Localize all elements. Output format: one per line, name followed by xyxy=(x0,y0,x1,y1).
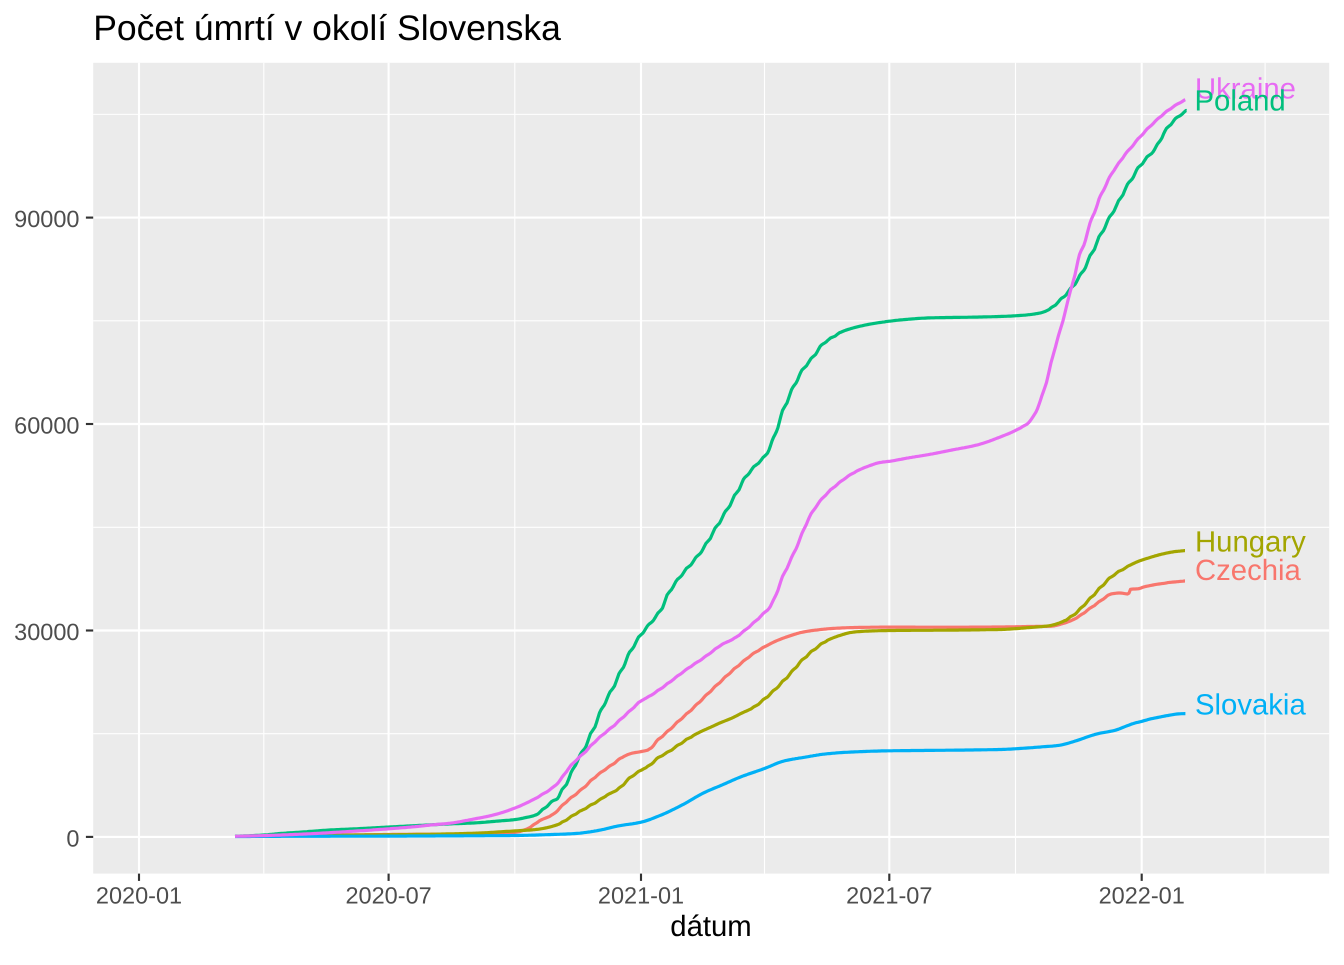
svg-text:30000: 30000 xyxy=(14,619,79,645)
svg-text:2021-07: 2021-07 xyxy=(846,883,932,909)
svg-text:0: 0 xyxy=(66,825,79,851)
svg-text:dátum: dátum xyxy=(670,910,751,943)
svg-text:90000: 90000 xyxy=(14,206,79,232)
svg-text:Slovakia: Slovakia xyxy=(1195,689,1306,722)
svg-text:2022-01: 2022-01 xyxy=(1099,883,1185,909)
svg-text:Počet úmrtí v okolí Slovenska: Počet úmrtí v okolí Slovenska xyxy=(93,8,561,48)
svg-text:Poland: Poland xyxy=(1195,85,1286,118)
svg-text:2021-01: 2021-01 xyxy=(598,883,684,909)
svg-text:Hungary: Hungary xyxy=(1195,526,1306,559)
svg-text:2020-07: 2020-07 xyxy=(345,883,431,909)
svg-text:Czechia: Czechia xyxy=(1195,554,1302,587)
svg-text:Ukraine: Ukraine xyxy=(1195,73,1296,106)
svg-text:2020-01: 2020-01 xyxy=(96,883,182,909)
svg-text:60000: 60000 xyxy=(14,413,79,439)
